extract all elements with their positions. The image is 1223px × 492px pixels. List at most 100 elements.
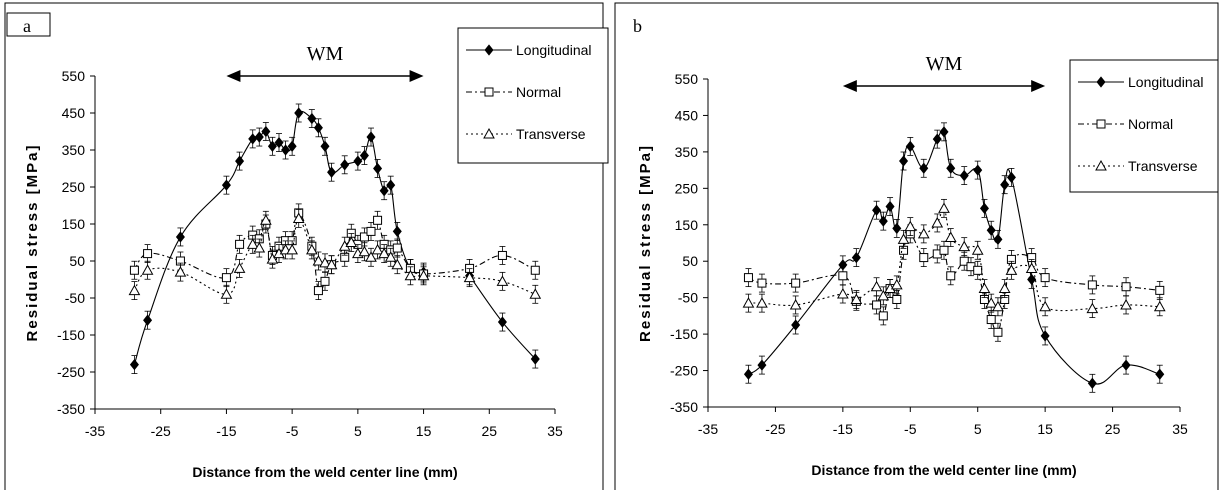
data-point bbox=[946, 162, 956, 174]
data-point bbox=[359, 232, 369, 242]
data-point bbox=[791, 319, 801, 331]
data-point bbox=[1040, 330, 1050, 342]
data-point bbox=[417, 269, 430, 281]
data-point bbox=[366, 131, 376, 143]
legend-label: Normal bbox=[1128, 116, 1173, 132]
data-point bbox=[306, 243, 318, 255]
chart-panel-a: a 550 450 350 250 150 50 -50 -150 -250 -350-35 -25 -… bbox=[4, 2, 609, 490]
data-point bbox=[946, 271, 956, 281]
data-point bbox=[1153, 300, 1166, 312]
data-point bbox=[899, 155, 909, 167]
x-tick-label: 15 bbox=[1037, 421, 1053, 437]
legend-marker bbox=[1096, 76, 1106, 88]
data-point bbox=[917, 227, 930, 239]
data-point bbox=[327, 166, 337, 178]
y-tick-label: 550 bbox=[675, 71, 699, 87]
data-point bbox=[497, 316, 507, 328]
data-point bbox=[496, 275, 509, 286]
y-tick-label: -150 bbox=[670, 326, 698, 342]
data-point bbox=[386, 179, 396, 191]
data-point bbox=[944, 231, 957, 243]
data-point bbox=[294, 107, 304, 119]
legend-marker bbox=[1096, 119, 1106, 129]
x-tick-label: 5 bbox=[974, 421, 982, 437]
data-point bbox=[174, 266, 187, 277]
data-point bbox=[892, 222, 902, 235]
data-point bbox=[1000, 179, 1010, 191]
x-tick-label: -35 bbox=[698, 421, 718, 437]
data-point bbox=[497, 250, 507, 260]
data-point bbox=[366, 226, 376, 236]
data-point bbox=[129, 358, 139, 371]
y-tick-label: 550 bbox=[62, 68, 86, 84]
data-point bbox=[129, 265, 139, 275]
panel-label: b bbox=[633, 16, 642, 36]
data-point bbox=[359, 149, 369, 162]
y-tick-label: -50 bbox=[65, 290, 85, 306]
data-point bbox=[1121, 359, 1131, 371]
data-point bbox=[529, 288, 542, 299]
y-tick-label: -50 bbox=[678, 290, 698, 306]
data-point bbox=[959, 169, 969, 182]
data-point bbox=[392, 225, 402, 238]
data-point bbox=[993, 327, 1003, 337]
data-point bbox=[971, 244, 984, 255]
data-point bbox=[392, 243, 402, 253]
y-axis-title: Residual stress [MPa] bbox=[637, 144, 654, 342]
panel-label-box bbox=[6, 12, 51, 37]
data-point bbox=[905, 140, 915, 153]
data-point bbox=[998, 282, 1011, 294]
data-point bbox=[872, 300, 882, 310]
x-tick-label: 25 bbox=[1105, 421, 1121, 437]
data-point bbox=[365, 251, 377, 262]
x-tick-label: 35 bbox=[547, 423, 563, 439]
data-point bbox=[878, 311, 888, 321]
x-tick-label: -15 bbox=[216, 423, 236, 439]
x-tick-label: 5 bbox=[354, 423, 362, 439]
legend-marker bbox=[484, 87, 494, 97]
legend-label: Longitudinal bbox=[516, 42, 592, 58]
data-point bbox=[378, 247, 390, 259]
y-tick-label: 50 bbox=[682, 253, 698, 269]
data-point bbox=[1155, 285, 1165, 295]
data-point bbox=[320, 276, 330, 286]
data-point bbox=[919, 253, 929, 263]
data-point bbox=[175, 231, 185, 243]
data-point bbox=[850, 293, 863, 304]
x-tick-label: -5 bbox=[286, 423, 299, 439]
data-point bbox=[235, 155, 245, 167]
data-point bbox=[530, 353, 540, 365]
data-point bbox=[292, 212, 305, 223]
data-point bbox=[353, 155, 363, 167]
data-point bbox=[837, 287, 849, 299]
data-point bbox=[985, 297, 998, 308]
data-point bbox=[233, 262, 246, 273]
data-point bbox=[979, 202, 989, 215]
panel-label: a bbox=[23, 16, 31, 36]
data-point bbox=[932, 133, 942, 145]
data-point bbox=[267, 140, 277, 152]
data-point bbox=[325, 258, 338, 270]
data-point bbox=[993, 233, 1003, 245]
data-point bbox=[992, 300, 1004, 312]
data-point bbox=[266, 253, 279, 264]
data-point bbox=[221, 273, 231, 283]
data-point bbox=[373, 162, 383, 175]
data-point bbox=[286, 243, 298, 255]
data-point bbox=[851, 251, 861, 264]
data-point bbox=[904, 220, 917, 232]
data-point bbox=[312, 254, 325, 266]
data-point bbox=[261, 125, 271, 138]
data-point bbox=[892, 294, 902, 304]
data-point bbox=[260, 214, 272, 225]
wm-annotation: WM bbox=[926, 53, 963, 75]
data-point bbox=[757, 359, 767, 371]
data-point bbox=[287, 140, 297, 152]
series-transverse bbox=[742, 198, 1166, 319]
legend-marker bbox=[483, 127, 495, 139]
x-axis-title: Distance from the weld center line (mm) bbox=[811, 462, 1076, 478]
x-tick-label: -25 bbox=[151, 423, 171, 439]
y-tick-label: 50 bbox=[69, 253, 85, 269]
wm-arrow-head-left bbox=[842, 80, 857, 92]
